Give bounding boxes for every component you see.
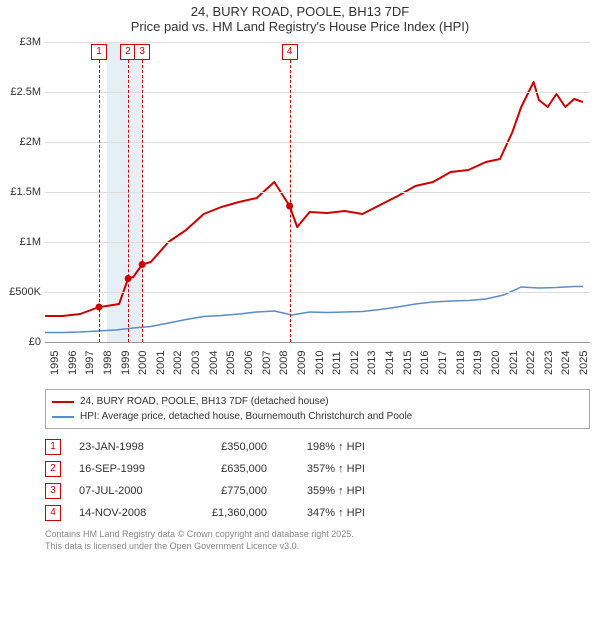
- sales-pct: 347% ↑ HPI: [285, 507, 365, 519]
- legend-item: HPI: Average price, detached house, Bour…: [52, 409, 583, 424]
- sales-marker: 2: [45, 461, 61, 477]
- marker-callout: 1: [91, 44, 107, 60]
- sales-price: £350,000: [187, 441, 267, 453]
- x-tick-label: 2013: [366, 351, 378, 375]
- x-tick-label: 1995: [49, 351, 61, 375]
- x-tick-label: 1998: [102, 351, 114, 375]
- sales-row: 3 07-JUL-2000 £775,000 359% ↑ HPI: [45, 483, 590, 499]
- marker-callout: 3: [134, 44, 150, 60]
- x-tick-label: 2002: [172, 351, 184, 375]
- y-tick-label: £500K: [9, 286, 41, 298]
- legend-swatch: [52, 401, 74, 403]
- x-tick-label: 2010: [314, 351, 326, 375]
- sales-pct: 198% ↑ HPI: [285, 441, 365, 453]
- sales-date: 07-JUL-2000: [79, 485, 169, 497]
- sales-row: 1 23-JAN-1998 £350,000 198% ↑ HPI: [45, 439, 590, 455]
- sales-price: £635,000: [187, 463, 267, 475]
- y-gridline: [45, 42, 590, 43]
- legend-item: 24, BURY ROAD, POOLE, BH13 7DF (detached…: [52, 394, 583, 409]
- x-tick-label: 2000: [137, 351, 149, 375]
- sales-pct: 357% ↑ HPI: [285, 463, 365, 475]
- marker-dash-line: [142, 60, 143, 342]
- sales-marker: 1: [45, 439, 61, 455]
- x-tick-label: 2020: [490, 351, 502, 375]
- chart-container: 24, BURY ROAD, POOLE, BH13 7DF Price pai…: [0, 0, 600, 620]
- sales-date: 23-JAN-1998: [79, 441, 169, 453]
- x-tick-label: 2004: [208, 351, 220, 375]
- y-gridline: [45, 242, 590, 243]
- x-tick-label: 1997: [84, 351, 96, 375]
- legend-label: HPI: Average price, detached house, Bour…: [80, 409, 412, 424]
- x-tick-label: 2024: [560, 351, 572, 375]
- y-gridline: [45, 92, 590, 93]
- marker-dash-line: [99, 60, 100, 342]
- marker-dash-line: [128, 60, 129, 342]
- x-tick-label: 2001: [155, 351, 167, 375]
- x-tick-label: 2015: [402, 351, 414, 375]
- y-tick-label: £1.5M: [10, 186, 41, 198]
- legend-label: 24, BURY ROAD, POOLE, BH13 7DF (detached…: [80, 394, 329, 409]
- y-tick-label: £2.5M: [10, 86, 41, 98]
- sales-pct: 359% ↑ HPI: [285, 485, 365, 497]
- x-axis: 1995 1996 1997 1998 1999 2000 2001 2002 2003 2004…: [45, 343, 590, 383]
- sales-price: £1,360,000: [187, 507, 267, 519]
- x-tick-label: 2016: [419, 351, 431, 375]
- y-tick-label: £2M: [20, 136, 41, 148]
- sales-date: 16-SEP-1999: [79, 463, 169, 475]
- x-tick-label: 2018: [455, 351, 467, 375]
- x-tick-label: 2005: [225, 351, 237, 375]
- marker-callout: 4: [282, 44, 298, 60]
- x-tick-label: 2023: [543, 351, 555, 375]
- x-tick-label: 2009: [296, 351, 308, 375]
- x-tick-label: 1999: [120, 351, 132, 375]
- x-tick-label: 2008: [278, 351, 290, 375]
- legend-swatch: [52, 416, 74, 418]
- y-tick-label: £1M: [20, 236, 41, 248]
- sales-price: £775,000: [187, 485, 267, 497]
- chart-plot-area: £0£500K£1M£1.5M£2M£2.5M£3M1234: [45, 42, 590, 343]
- y-gridline: [45, 192, 590, 193]
- y-tick-label: £3M: [20, 36, 41, 48]
- x-tick-label: 1996: [67, 351, 79, 375]
- footnote: Contains HM Land Registry data © Crown c…: [45, 529, 590, 552]
- footnote-line: This data is licensed under the Open Gov…: [45, 541, 590, 553]
- x-tick-label: 2021: [508, 351, 520, 375]
- series-hpi: [45, 287, 583, 333]
- sales-marker: 4: [45, 505, 61, 521]
- sales-row: 2 16-SEP-1999 £635,000 357% ↑ HPI: [45, 461, 590, 477]
- y-gridline: [45, 142, 590, 143]
- y-gridline: [45, 292, 590, 293]
- title-address: 24, BURY ROAD, POOLE, BH13 7DF: [0, 4, 600, 19]
- x-tick-label: 2007: [261, 351, 273, 375]
- title-block: 24, BURY ROAD, POOLE, BH13 7DF Price pai…: [0, 0, 600, 34]
- x-tick-label: 2011: [331, 351, 343, 375]
- y-tick-label: £0: [29, 336, 41, 348]
- x-tick-label: 2017: [437, 351, 449, 375]
- x-tick-label: 2019: [472, 351, 484, 375]
- x-tick-label: 2022: [525, 351, 537, 375]
- x-tick-label: 2025: [578, 351, 590, 375]
- sales-table: 1 23-JAN-1998 £350,000 198% ↑ HPI 2 16-SEP-19…: [45, 439, 590, 521]
- x-tick-label: 2003: [190, 351, 202, 375]
- legend: 24, BURY ROAD, POOLE, BH13 7DF (detached…: [45, 389, 590, 429]
- x-tick-label: 2006: [243, 351, 255, 375]
- footnote-line: Contains HM Land Registry data © Crown c…: [45, 529, 590, 541]
- sales-row: 4 14-NOV-2008 £1,360,000 347% ↑ HPI: [45, 505, 590, 521]
- x-tick-label: 2012: [349, 351, 361, 375]
- sales-date: 14-NOV-2008: [79, 507, 169, 519]
- marker-dash-line: [290, 60, 291, 342]
- x-tick-label: 2014: [384, 351, 396, 375]
- title-subtitle: Price paid vs. HM Land Registry's House …: [0, 19, 600, 34]
- sales-marker: 3: [45, 483, 61, 499]
